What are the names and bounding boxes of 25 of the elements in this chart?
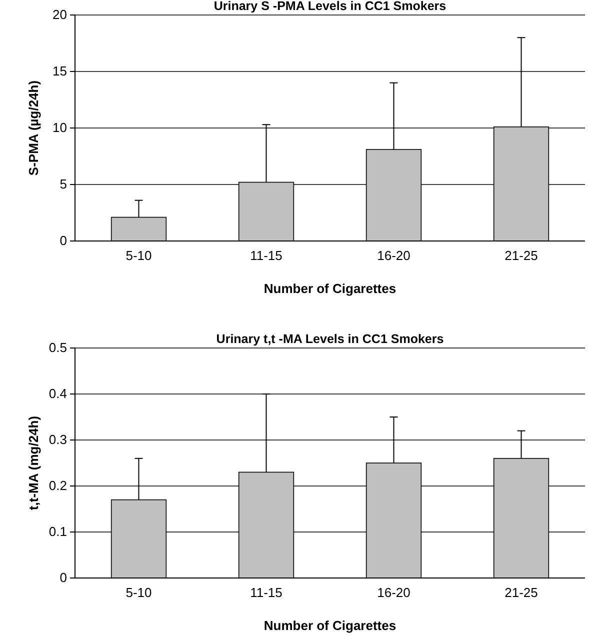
y-axis-title: t,t-MA (mg/24h) [26,416,41,510]
y-tick-label: 10 [52,120,67,136]
x-axis-title: Number of Cigarettes [264,281,396,296]
x-tick-label: 5-10 [126,585,152,600]
x-tick-label: 5-10 [126,248,152,264]
y-tick-label: 5 [60,176,67,192]
y-tick-label: 20 [52,7,67,22]
y-axis-title: S-PMA (µg/24h) [26,80,41,176]
y-tick-label: 15 [52,64,67,79]
y-tick-label: 0 [60,570,67,586]
chart-title: Urinary t,t -MA Levels in CC1 Smokers [216,332,444,346]
chart-title: Urinary S -PMA Levels in CC1 Smokers [214,0,446,13]
x-tick-label: 11-15 [250,585,282,600]
y-tick-label: 0.2 [48,478,67,494]
y-tick-label: 0.3 [48,432,67,448]
y-tick-label: 0.1 [48,524,67,540]
x-axis-title: Number of Cigarettes [264,618,396,633]
y-tick-label: 0.5 [48,340,67,356]
x-tick-label: 11-15 [250,248,282,264]
x-tick-label: 21-25 [504,585,538,600]
x-tick-label: 16-20 [377,248,410,264]
x-tick-label: 21-25 [504,248,538,264]
y-tick-label: 0 [60,233,67,248]
x-tick-label: 16-20 [377,585,410,600]
y-tick-label: 0.4 [48,386,67,402]
